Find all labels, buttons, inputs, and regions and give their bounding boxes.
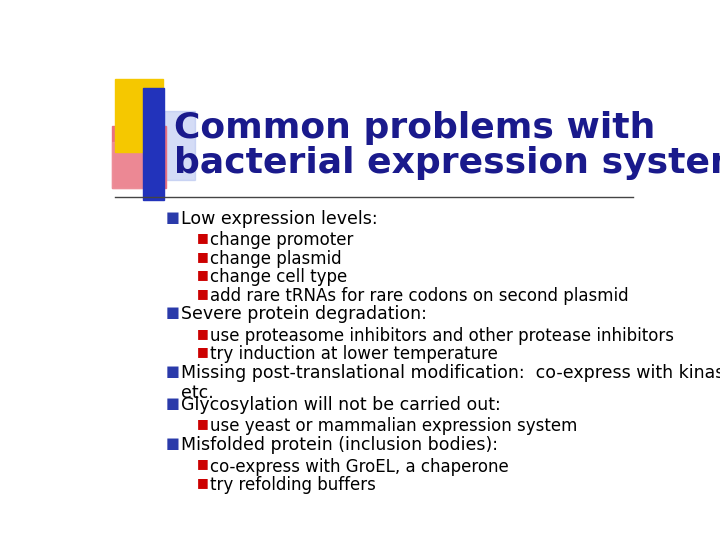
Bar [164,111,195,180]
Text: ■: ■ [166,210,180,225]
Text: ■: ■ [166,436,180,451]
Bar [114,79,163,152]
Text: ■: ■ [197,457,209,470]
Text: use yeast or mammalian expression system: use yeast or mammalian expression system [210,417,577,435]
Text: ■: ■ [197,476,209,489]
Text: ■: ■ [197,327,209,340]
FancyBboxPatch shape [112,142,150,188]
Text: add rare tRNAs for rare codons on second plasmid: add rare tRNAs for rare codons on second… [210,287,629,305]
Text: co-express with GroEL, a chaperone: co-express with GroEL, a chaperone [210,457,509,476]
Text: Missing post-translational modification:  co-express with kinases
etc.: Missing post-translational modification:… [181,363,720,402]
FancyBboxPatch shape [112,126,166,188]
Text: change cell type: change cell type [210,268,347,286]
Text: Low expression levels:: Low expression levels: [181,210,378,227]
Text: change plasmid: change plasmid [210,249,342,268]
Text: ■: ■ [166,305,180,320]
Bar [143,88,164,200]
Text: Severe protein degradation:: Severe protein degradation: [181,305,428,323]
Text: Common problems with: Common problems with [174,111,655,145]
Text: try refolding buffers: try refolding buffers [210,476,376,494]
Text: ■: ■ [166,396,180,411]
Text: ■: ■ [197,231,209,244]
Text: ■: ■ [166,363,180,379]
Text: try induction at lower temperature: try induction at lower temperature [210,345,498,363]
Text: Glycosylation will not be carried out:: Glycosylation will not be carried out: [181,396,501,414]
Text: Misfolded protein (inclusion bodies):: Misfolded protein (inclusion bodies): [181,436,498,454]
Text: bacterial expression systems: bacterial expression systems [174,146,720,180]
Text: ■: ■ [197,417,209,430]
Text: ■: ■ [197,268,209,281]
Text: ■: ■ [197,345,209,358]
Text: ■: ■ [197,249,209,262]
Text: ■: ■ [197,287,209,300]
Text: use proteasome inhibitors and other protease inhibitors: use proteasome inhibitors and other prot… [210,327,674,345]
Text: change promoter: change promoter [210,231,354,249]
